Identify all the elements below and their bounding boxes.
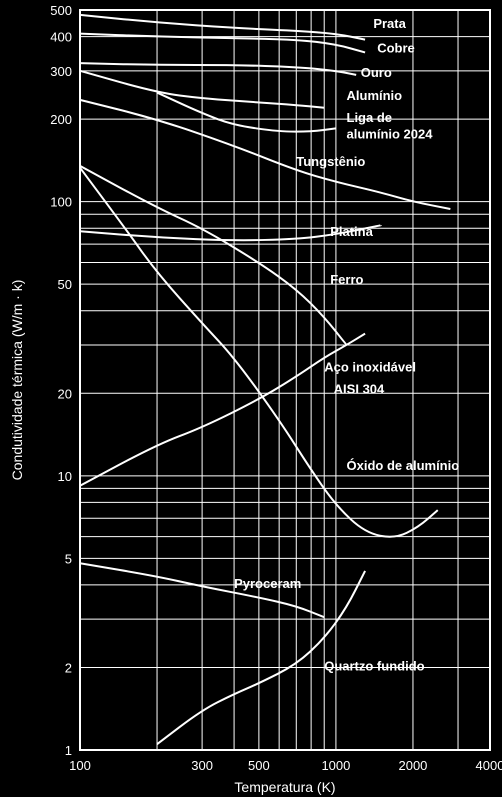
svg-text:10: 10: [58, 469, 72, 484]
svg-text:400: 400: [50, 30, 72, 45]
svg-text:300: 300: [50, 64, 72, 79]
series-ouro: [80, 63, 356, 75]
series-tungst-nio: [80, 100, 450, 209]
svg-text:50: 50: [58, 277, 72, 292]
label-ferro: Ferro: [330, 272, 363, 287]
svg-text:100: 100: [50, 195, 72, 210]
label-aisi-304: AISI 304: [334, 381, 385, 396]
svg-text:100: 100: [69, 758, 91, 773]
svg-text:2000: 2000: [398, 758, 427, 773]
label-quartzo-fundido: Quartzo fundido: [324, 658, 424, 673]
svg-text:300: 300: [191, 758, 213, 773]
label-liga-de: Liga de: [347, 110, 393, 125]
label-alum-nio-2024: alumínio 2024: [347, 126, 434, 141]
svg-text:500: 500: [50, 3, 72, 18]
svg-text:4000: 4000: [476, 758, 502, 773]
label-platina: Platina: [330, 224, 373, 239]
label--xido-de-alum-nio: Óxido de alumínio: [347, 458, 460, 473]
svg-text:20: 20: [58, 386, 72, 401]
svg-text:5: 5: [65, 551, 72, 566]
thermal-conductivity-chart: 100 300 500 1000 2000 4000 1 2 5 10 20 50 100 200 300 4…: [0, 0, 502, 797]
series-ferro: [80, 166, 347, 345]
svg-text:1: 1: [65, 743, 72, 758]
label-a-o-inoxid-vel: Aço inoxidável: [324, 360, 416, 375]
series-a-o-inoxid-vel: [80, 334, 365, 486]
label-cobre: Cobre: [377, 40, 415, 55]
label-pyroceram: Pyroceram: [234, 576, 301, 591]
svg-text:1000: 1000: [321, 758, 350, 773]
x-axis-label: Temperatura (K): [234, 779, 335, 795]
svg-text:200: 200: [50, 112, 72, 127]
label-ouro: Ouro: [361, 65, 392, 80]
svg-text:2: 2: [65, 660, 72, 675]
svg-text:500: 500: [248, 758, 270, 773]
label-alum-nio: Alumínio: [347, 88, 403, 103]
y-axis-label: Condutividade térmica (W/m · k): [9, 280, 25, 481]
series-liga-de: [157, 93, 336, 132]
chart-svg: 100 300 500 1000 2000 4000 1 2 5 10 20 50 100 200 300 4…: [0, 0, 502, 797]
label-tungst-nio: Tungstênio: [296, 154, 365, 169]
label-prata: Prata: [373, 16, 406, 31]
